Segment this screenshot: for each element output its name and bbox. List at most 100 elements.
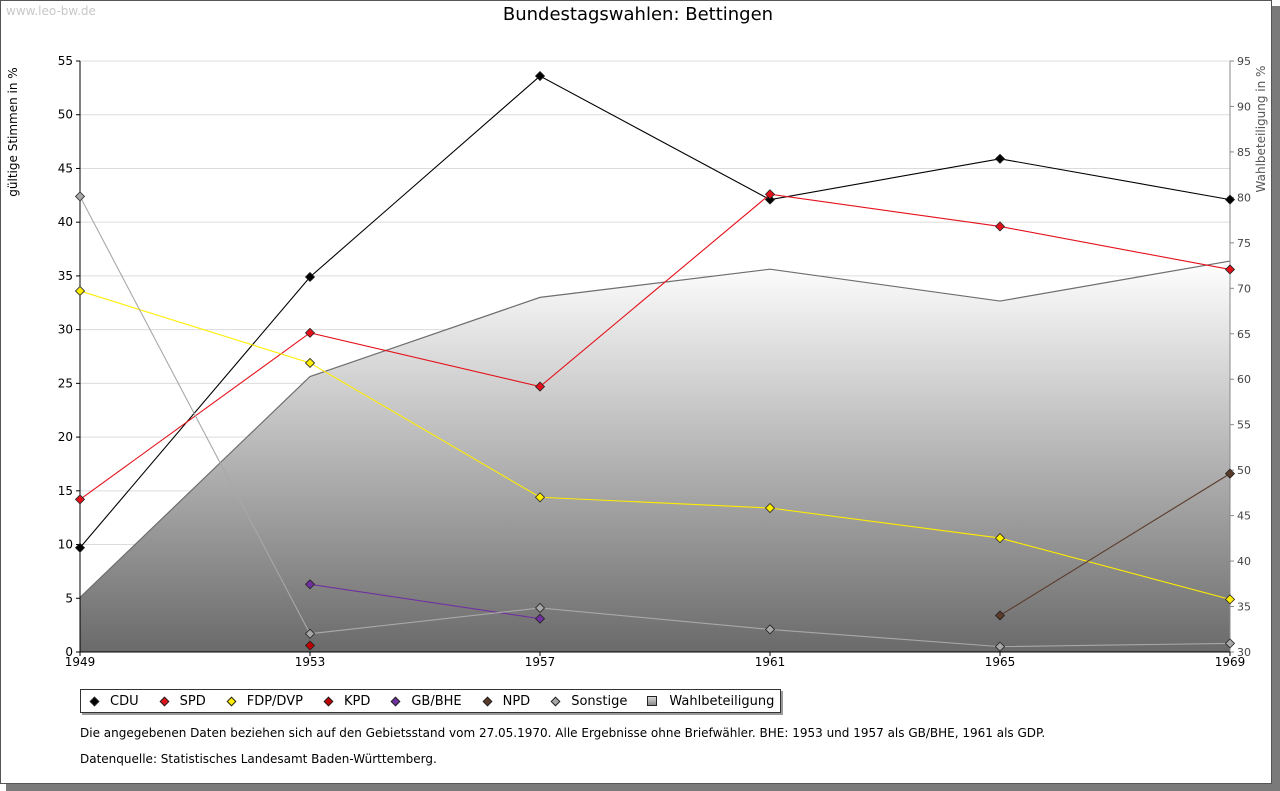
series-line-spd bbox=[79, 193, 1231, 500]
data-point-spd bbox=[1224, 264, 1236, 275]
chart-title: Bundestagswahlen: Bettingen bbox=[502, 4, 774, 25]
data-point-spd bbox=[764, 189, 776, 200]
data-point-cdu bbox=[1224, 194, 1236, 205]
y2-tick-label: 90 bbox=[1237, 100, 1251, 113]
series-line-sonstige bbox=[79, 196, 1231, 648]
data-point-sonstige bbox=[994, 641, 1006, 652]
y2-axis-title: Wahlbeteiligung in % bbox=[1254, 66, 1268, 193]
y2-tick-label: 75 bbox=[1237, 237, 1251, 250]
legend-item-sonstige: Sonstige bbox=[546, 694, 627, 709]
y-tick-label: 30 bbox=[58, 323, 73, 337]
legend-label: KPD bbox=[343, 693, 371, 709]
data-point-spd bbox=[304, 327, 316, 338]
legend-item-wahlbeteiligung: Wahlbeteiligung bbox=[643, 694, 774, 709]
legend-label: SPD bbox=[179, 693, 206, 709]
data-point-gb-bhe bbox=[304, 579, 316, 590]
legend-label: Wahlbeteiligung bbox=[669, 693, 775, 709]
legend-marker-sonstige bbox=[550, 696, 561, 706]
data-point-fdp-dvp bbox=[994, 533, 1006, 544]
turnout-line bbox=[79, 260, 1231, 598]
x-tick-label: 1953 bbox=[295, 655, 326, 669]
legend-item-npd: NPD bbox=[478, 693, 531, 709]
y-tick-label: 15 bbox=[58, 484, 73, 498]
y-tick-label: 50 bbox=[58, 108, 73, 122]
y2-tick-label: 95 bbox=[1237, 55, 1251, 68]
y2-tick-label: 30 bbox=[1237, 646, 1251, 659]
frame-shadow-right bbox=[1272, 6, 1280, 791]
data-point-fdp-dvp bbox=[1224, 594, 1236, 605]
x-tick-label: 1949 bbox=[65, 655, 96, 669]
data-point-sonstige bbox=[1224, 638, 1236, 649]
legend-item-gb-bhe: GB/BHE bbox=[386, 693, 462, 709]
legend-label: FDP/DVP bbox=[246, 693, 303, 709]
y2-tick-label: 45 bbox=[1237, 510, 1251, 523]
note-gebietsstand: Die angegebenen Daten beziehen sich auf … bbox=[80, 726, 1046, 740]
legend-marker-fdp-dvp bbox=[226, 696, 237, 706]
data-point-fdp-dvp bbox=[534, 492, 546, 503]
legend-item-fdp-dvp: FDP/DVP bbox=[222, 694, 303, 709]
data-point-spd bbox=[534, 381, 546, 392]
data-point-fdp-dvp bbox=[304, 357, 316, 369]
turnout-area bbox=[80, 261, 1230, 652]
legend-item-spd: SPD bbox=[155, 694, 206, 709]
data-point-fdp-dvp bbox=[74, 285, 86, 297]
data-point-kpd bbox=[304, 640, 316, 651]
y-tick-label: 45 bbox=[58, 161, 73, 175]
y-tick-label: 5 bbox=[65, 591, 73, 605]
legend-marker-gb-bhe bbox=[390, 696, 401, 706]
legend-item-cdu: CDU bbox=[85, 694, 139, 709]
legend-marker-npd bbox=[482, 696, 493, 706]
x-tick-label: 1965 bbox=[985, 655, 1016, 669]
y2-tick-label: 70 bbox=[1237, 282, 1251, 295]
data-point-fdp-dvp bbox=[764, 502, 776, 514]
data-point-spd bbox=[994, 221, 1006, 232]
data-point-npd bbox=[1224, 468, 1236, 479]
data-point-sonstige bbox=[74, 191, 86, 202]
legend-marker-kpd bbox=[323, 696, 334, 706]
series-line-gb-bhe bbox=[309, 583, 541, 620]
data-point-cdu bbox=[534, 70, 546, 82]
data-point-gb-bhe bbox=[534, 613, 546, 624]
y2-tick-label: 80 bbox=[1237, 191, 1251, 204]
y2-tick-label: 35 bbox=[1237, 601, 1251, 614]
series-line-npd bbox=[999, 473, 1231, 616]
y2-tick-label: 60 bbox=[1237, 373, 1251, 386]
x-tick-label: 1969 bbox=[1215, 655, 1246, 669]
data-point-cdu bbox=[304, 271, 316, 283]
note-datenquelle: Datenquelle: Statistisches Landesamt Bad… bbox=[80, 752, 437, 766]
data-point-sonstige bbox=[764, 624, 776, 635]
y2-tick-label: 40 bbox=[1237, 555, 1251, 568]
data-point-cdu bbox=[994, 153, 1006, 164]
y-tick-label: 10 bbox=[58, 538, 73, 552]
series-line-cdu bbox=[79, 75, 1231, 549]
legend-label: GB/BHE bbox=[411, 693, 462, 709]
legend-label: Sonstige bbox=[571, 693, 628, 709]
watermark: www.leo-bw.de bbox=[6, 4, 96, 18]
y2-tick-label: 50 bbox=[1237, 464, 1251, 477]
data-point-cdu bbox=[74, 542, 86, 553]
data-point-sonstige bbox=[534, 602, 546, 614]
data-point-sonstige bbox=[304, 628, 316, 639]
y-axis-title: gültige Stimmen in % bbox=[6, 67, 20, 196]
frame-shadow-bottom bbox=[6, 784, 1280, 791]
y-tick-label: 40 bbox=[58, 215, 73, 229]
x-tick-label: 1961 bbox=[755, 655, 786, 669]
legend-marker-cdu bbox=[89, 696, 100, 706]
legend: CDU SPD FDP/DVP KPD GB/BHE NPD Sonstige Wahlbet… bbox=[80, 689, 782, 713]
y2-tick-label: 85 bbox=[1237, 146, 1251, 159]
y-tick-label: 55 bbox=[58, 54, 73, 68]
legend-label: NPD bbox=[502, 693, 531, 709]
data-point-cdu bbox=[764, 194, 776, 205]
y-tick-label: 35 bbox=[58, 269, 73, 283]
y-tick-label: 20 bbox=[58, 430, 73, 444]
legend-marker-spd bbox=[159, 696, 170, 706]
chart-plot: 0 5 10 15 20 25 30 35 40 45 50 55 30 35 40 45 50 55 60 65 70… bbox=[6, 54, 1268, 669]
y-tick-label: 25 bbox=[58, 376, 73, 390]
legend-item-kpd: KPD bbox=[319, 694, 370, 709]
y2-tick-label: 65 bbox=[1237, 328, 1251, 341]
y2-tick-label: 55 bbox=[1237, 419, 1251, 432]
data-point-npd bbox=[994, 610, 1006, 621]
data-point-spd bbox=[74, 494, 86, 505]
series-line-fdp-dvp bbox=[79, 290, 1231, 600]
legend-label: CDU bbox=[110, 693, 139, 709]
